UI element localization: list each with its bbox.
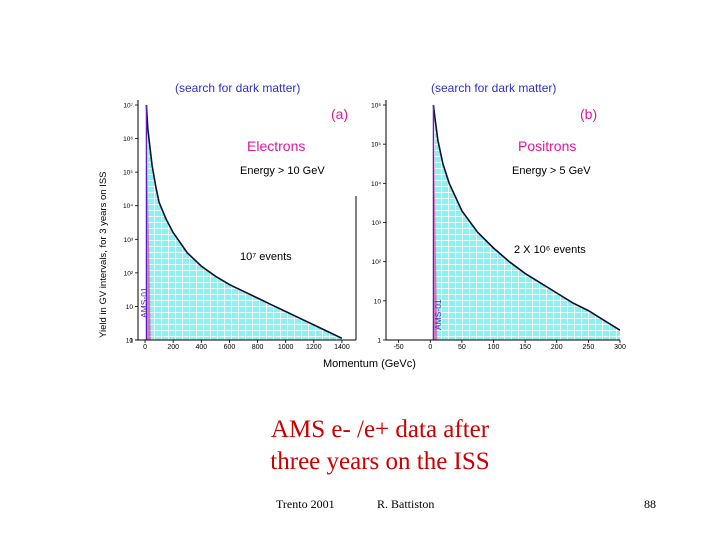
chart-b-ytick-label: 10 [374, 298, 382, 305]
chart-b-panel-label: (b) [580, 106, 597, 122]
chart-a-xtick-label: 600 [224, 344, 236, 351]
chart-b-ytick-label: 10⁶ [371, 103, 381, 110]
chart-a-fill [146, 105, 342, 340]
slide-title-line-1: AMS e- /e+ data after [270, 416, 490, 443]
chart-b-events: 2 X 10⁶ events [514, 244, 586, 256]
chart-b-xtick-label: 100 [488, 344, 500, 351]
chart-a-xticks: 0 200 400 600 800 1000 1200 1400 [143, 340, 350, 351]
chart-a-xtick-label: 1400 [334, 344, 350, 351]
chart-b-header: (search for dark matter) [431, 81, 556, 95]
chart-a-ytick-label: 10³ [124, 237, 134, 244]
slide-title-line-2: three years on the ISS [270, 448, 490, 475]
chart-b-ytick-label: 10⁴ [371, 181, 381, 188]
chart-a-header: (search for dark matter) [175, 81, 300, 95]
chart-a-xtick-label: 200 [167, 344, 179, 351]
chart-b-ytick-label: 10⁵ [371, 142, 381, 149]
chart-b-xtick-label: 150 [519, 344, 531, 351]
chart-a-panel-label: (a) [331, 106, 348, 122]
chart-a-xtick-label: 1200 [306, 344, 322, 351]
chart-b-ams-label: AMS-01 [433, 299, 443, 330]
chart-a-ytick-label: 10⁶ [123, 136, 133, 143]
chart-a-xtick-label: 400 [195, 344, 207, 351]
chart-a-ylabel: Yield in GV intervals, for 3 years on IS… [98, 171, 109, 338]
chart-a-particle: Electrons [247, 138, 305, 154]
chart-b-ytick-label: 1 [377, 338, 381, 345]
chart-b-xticks: -50 0 50 100 150 200 250 300 [394, 340, 626, 351]
chart-b-xtick-label: 200 [551, 344, 563, 351]
chart-b-ytick-label: 10² [372, 259, 382, 266]
chart-b-ytick-label: 10³ [372, 220, 382, 227]
chart-b-xtick-label: 50 [458, 344, 466, 351]
chart-b-yticks: 1 10 10² 10³ 10⁴ 10⁵ 10⁶ [371, 103, 386, 345]
footer-page-number: 88 [644, 497, 656, 511]
chart-a-ytick-label: 10⁵ [123, 170, 133, 177]
chart-a-ams-fill [146, 105, 151, 340]
chart-b-xtick-label: -50 [394, 344, 404, 351]
chart-a-ytick-label: 10² [124, 270, 134, 277]
chart-b-xtick-label: 0 [428, 344, 432, 351]
chart-b-curve [432, 104, 620, 331]
chart-a-xtick-label: 1000 [278, 344, 294, 351]
chart-a-ytick-label: 10⁴ [123, 203, 133, 210]
chart-a-xtick-label: 0 [143, 344, 147, 351]
chart-a-ytick-label: 10 [126, 338, 134, 345]
chart-b: (search for dark matter) -50 0 50 100 150 200… [371, 81, 626, 351]
chart-a-events: 10⁷ events [240, 251, 292, 263]
slide-title: AMS e- /e+ data after three years on the… [200, 414, 560, 478]
chart-a-energy: Energy > 10 GeV [240, 165, 325, 177]
chart-a-xtick-label: 800 [252, 344, 264, 351]
chart-b-xtick-label: 300 [614, 344, 626, 351]
chart-a: (search for dark matter) Yield in GV int… [98, 81, 357, 351]
chart-a-ams-label: AMS-01 [139, 287, 149, 318]
chart-a-ytick-label: 1 [129, 338, 133, 345]
chart-b-fill [433, 105, 620, 340]
footer-location-year: Trento 2001 [276, 497, 335, 511]
chart-b-xtick-label: 250 [583, 344, 595, 351]
chart-a-curve [145, 104, 343, 340]
chart-a-ytick-label: 10 [126, 304, 134, 311]
chart-b-particle: Positrons [518, 138, 576, 154]
chart-xlabel: Momentum (GeVc) [323, 358, 416, 370]
chart-b-energy: Energy > 5 GeV [512, 165, 591, 177]
footer-author: R. Battiston [377, 497, 435, 511]
chart-b-ams-fill [433, 105, 438, 340]
chart-a-ytick-label: 10⁷ [123, 103, 133, 110]
